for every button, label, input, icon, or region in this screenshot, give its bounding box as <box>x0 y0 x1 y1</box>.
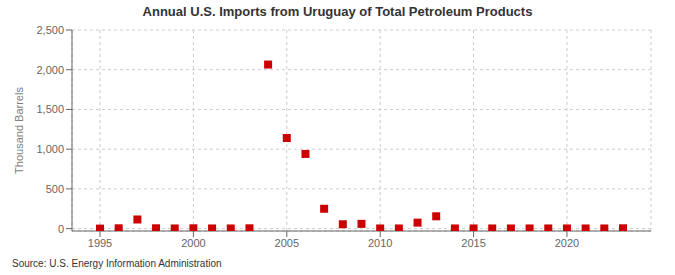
svg-text:2,000: 2,000 <box>36 64 64 76</box>
svg-text:2005: 2005 <box>275 237 299 249</box>
svg-text:1995: 1995 <box>88 237 112 249</box>
svg-text:1,500: 1,500 <box>36 103 64 115</box>
html-text:Source: U.S. Energy Informatio: Source: U.S. Energy Information Administ… <box>12 258 222 269</box>
html-text:Annual U.S. Imports from Urugu: Annual U.S. Imports from Uruguay of Tota… <box>142 4 533 19</box>
svg-text:1,000: 1,000 <box>36 143 64 155</box>
svg-text:2000: 2000 <box>181 237 205 249</box>
svg-text:2,500: 2,500 <box>36 24 64 36</box>
svg-text:500: 500 <box>46 183 64 195</box>
svg-text:2010: 2010 <box>368 237 392 249</box>
svg-text:2015: 2015 <box>461 237 485 249</box>
svg-text:2020: 2020 <box>555 237 579 249</box>
svg-text:Thousand Barrels: Thousand Barrels <box>13 87 25 174</box>
svg-text:0: 0 <box>58 223 64 235</box>
